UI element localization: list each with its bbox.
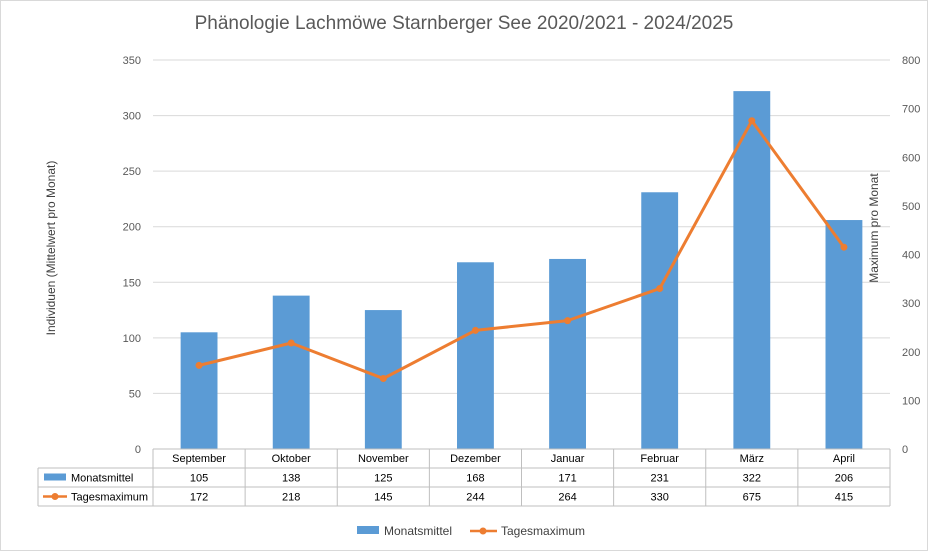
x-tick-label: Januar [551,453,585,465]
line-point [287,339,295,347]
x-tick-label: Dezember [450,453,501,465]
table-cell: 172 [190,492,208,504]
line-point [748,117,756,125]
table-cell: 206 [835,473,853,485]
table-cell: 145 [374,492,392,504]
table-cell: 322 [743,473,761,485]
x-tick-label: November [358,453,409,465]
data-table: September Oktober November Dezember Januar Fe… [37,448,891,507]
legend-key-bar [357,526,379,534]
table-cell: 218 [282,492,300,504]
legend-label: Tagesmaximum [501,524,585,538]
table-cell: 168 [466,473,484,485]
right-axis-ticks: 0 100 200 300 400 500 600 700 800 [902,55,920,456]
table-cell: 330 [651,492,669,504]
bar [641,192,679,449]
bar [549,258,586,449]
bar [457,262,494,449]
bar [272,295,310,449]
y-axis-title: Individuen (Mittelwert pro Monat) [44,161,58,336]
line-point [840,243,848,251]
legend-label: Monatsmittel [384,524,452,538]
bar [180,332,218,449]
y-tick-label: 50 [129,388,141,400]
table-cell: 675 [743,492,761,504]
y2-tick-label: 200 [902,347,920,359]
x-tick-label: Oktober [272,453,311,465]
y2-tick-label: 300 [902,298,920,310]
line-point [471,326,479,334]
legend: Monatsmittel Tagesmaximum [357,524,585,538]
table-cell: 138 [282,473,300,485]
y2-tick-label: 700 [902,104,920,116]
x-tick-label: April [833,453,855,465]
left-axis-ticks: 0 50 100 150 200 250 300 350 [123,55,141,456]
y-tick-label: 150 [123,277,141,289]
x-tick-label: Februar [640,453,679,465]
line-point [195,361,203,369]
table-key-bar [44,473,66,481]
table-cell: 415 [835,492,853,504]
y-tick-label: 0 [135,444,141,456]
table-cell: 264 [558,492,576,504]
table-cell: 125 [374,473,392,485]
line-point [656,285,664,293]
table-cell: 105 [190,473,208,485]
y2-tick-label: 100 [902,395,920,407]
line-point [379,374,387,382]
y-tick-label: 200 [123,222,141,234]
y2-tick-label: 400 [902,250,920,262]
y2-axis-title: Maximum pro Monat [867,173,881,283]
table-cell: 231 [651,473,669,485]
legend-key-marker [479,527,487,535]
bar-series [180,91,863,450]
y2-tick-label: 600 [902,152,920,164]
gridlines [153,59,890,450]
y-tick-label: 250 [123,166,141,178]
y2-tick-label: 0 [902,444,908,456]
table-series-name: Monatsmittel [71,473,133,485]
table-key-marker [51,493,59,500]
bar [825,220,863,449]
table-cell: 244 [466,492,484,504]
line-point [564,317,572,325]
line-path [198,119,846,380]
y2-tick-label: 800 [902,55,920,67]
y-tick-label: 100 [123,333,141,345]
bar [733,91,771,450]
chart-title: Phänologie Lachmöwe Starnberger See 2020… [195,13,734,34]
y-tick-label: 350 [123,55,141,67]
x-tick-label: März [740,453,764,465]
y-tick-label: 300 [123,111,141,123]
line-series [195,117,848,382]
table-series-name: Tagesmaximum [71,492,148,504]
y2-tick-label: 500 [902,201,920,213]
x-tick-label: September [172,453,226,465]
table-cell: 171 [558,473,576,485]
